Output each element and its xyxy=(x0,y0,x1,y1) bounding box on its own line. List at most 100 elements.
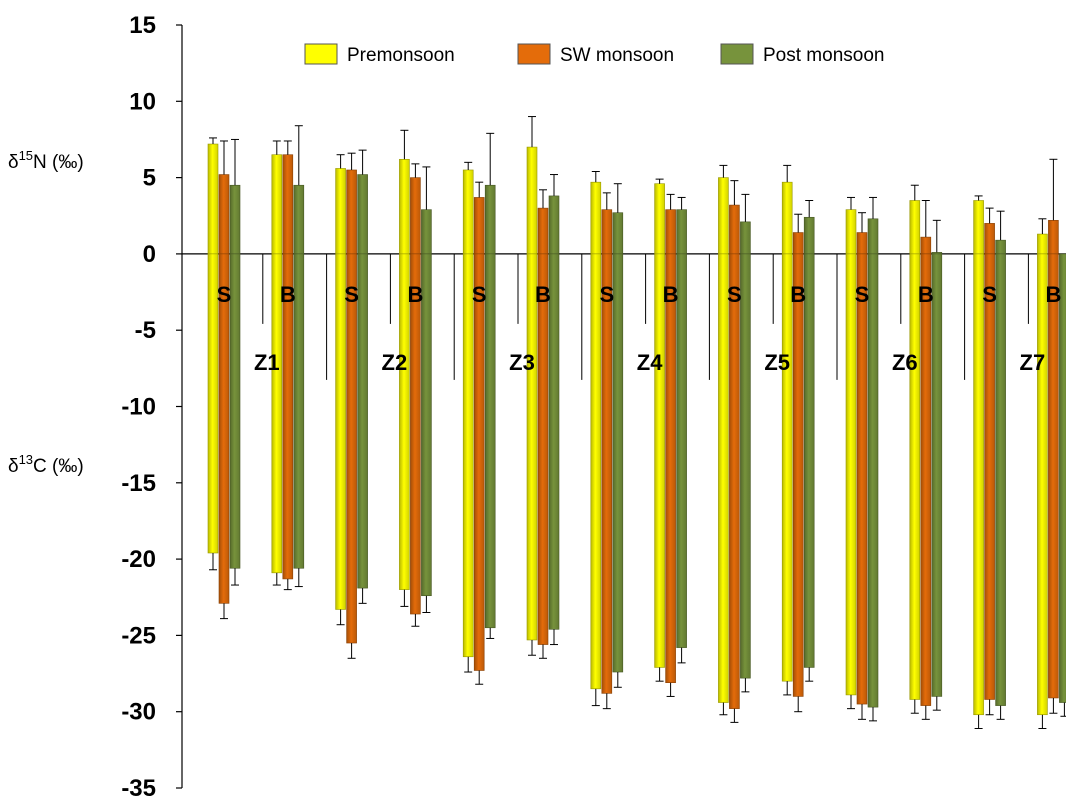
n15-bar xyxy=(282,154,294,255)
n15-bar xyxy=(845,209,857,255)
c13-bar xyxy=(867,253,879,708)
site-label: B xyxy=(918,282,934,307)
zone-label: Z5 xyxy=(764,350,790,375)
n15-bar xyxy=(995,239,1006,255)
c13-bar xyxy=(410,253,421,615)
c13-bar xyxy=(654,253,665,668)
y-tick-label: -25 xyxy=(121,622,156,649)
axis-title-superscript: 15 xyxy=(19,148,33,163)
n15-bar xyxy=(271,154,283,255)
n15-bar xyxy=(792,232,804,255)
n15-bar xyxy=(973,200,984,255)
n15-bar xyxy=(346,169,357,255)
n15-bar xyxy=(399,158,410,255)
n15-bar xyxy=(335,168,346,255)
n15-bar xyxy=(293,184,305,255)
n15-bar xyxy=(473,197,485,255)
c13-bar xyxy=(718,253,729,703)
n15-bar xyxy=(357,174,368,255)
n15-bar xyxy=(462,169,474,255)
c13-bar xyxy=(984,253,995,700)
site-label: S xyxy=(727,282,742,307)
site-label: S xyxy=(344,282,359,307)
c13-bar xyxy=(590,253,602,690)
n15-bar xyxy=(590,181,602,255)
c13-bar xyxy=(931,253,943,697)
c13-bar xyxy=(973,253,984,716)
n15-bar xyxy=(229,184,241,255)
n15-bar xyxy=(676,209,687,255)
y-tick-label: -5 xyxy=(135,317,156,344)
n15-bar xyxy=(867,218,879,255)
c13-bar xyxy=(1048,253,1059,699)
c13-bar xyxy=(740,253,751,679)
c13-bar xyxy=(526,253,538,641)
n15-bar xyxy=(718,177,729,255)
n15-bar xyxy=(484,184,496,255)
n15-bar xyxy=(421,209,432,255)
n15-bar xyxy=(548,195,560,255)
y-axis-title-n15: δ15N (‰) xyxy=(8,148,84,173)
legend-swatch-premonsoon xyxy=(304,43,338,65)
c13-bar xyxy=(473,253,485,671)
y-tick-label: 0 xyxy=(143,241,156,268)
site-label: B xyxy=(535,282,551,307)
c13-bar xyxy=(856,253,868,705)
c13-bar xyxy=(335,253,346,610)
zone-label: Z3 xyxy=(509,350,535,375)
c13-bar xyxy=(845,253,857,696)
c13-bar xyxy=(995,253,1006,706)
y-tick-label: 10 xyxy=(129,88,156,115)
c13-bar xyxy=(781,253,793,682)
site-label: B xyxy=(1045,282,1061,307)
axis-title-rest: C (‰) xyxy=(33,456,84,477)
zone-label: Z1 xyxy=(254,350,280,375)
n15-bar xyxy=(410,177,421,255)
n15-bar xyxy=(1048,220,1059,255)
y-tick-label: -35 xyxy=(121,775,156,802)
site-label: B xyxy=(790,282,806,307)
c13-bar xyxy=(920,253,932,706)
zone-label: Z2 xyxy=(382,350,408,375)
c13-bar xyxy=(229,253,241,569)
y-tick-label: -10 xyxy=(121,394,156,421)
n15-bar xyxy=(537,207,549,255)
legend-label-premonsoon: Premonsoon xyxy=(347,45,455,66)
n15-bar xyxy=(729,204,740,255)
c13-bar xyxy=(537,253,549,645)
c13-bar xyxy=(601,253,613,694)
n15-bar xyxy=(856,232,868,255)
n15-bar xyxy=(909,200,921,255)
site-label: S xyxy=(217,282,232,307)
y-tick-label: -30 xyxy=(121,699,156,726)
site-label: S xyxy=(855,282,870,307)
c13-bar xyxy=(1059,253,1066,703)
c13-bar xyxy=(729,253,740,709)
site-label: S xyxy=(472,282,487,307)
n15-bar xyxy=(984,223,995,255)
legend-swatch-post-monsoon xyxy=(720,43,754,65)
zone-label: Z4 xyxy=(637,350,663,375)
c13-bar xyxy=(357,253,368,589)
axis-title-base: δ xyxy=(8,152,19,173)
zone-label: Z6 xyxy=(892,350,918,375)
site-label: S xyxy=(982,282,997,307)
site-label: S xyxy=(599,282,614,307)
y-tick-label: -15 xyxy=(121,470,156,497)
axis-title-base: δ xyxy=(8,456,19,477)
site-label: B xyxy=(407,282,423,307)
legend-label-sw-monsoon: SW monsoon xyxy=(560,45,674,66)
c13-bar xyxy=(612,253,624,673)
site-label: B xyxy=(280,282,296,307)
n15-bar xyxy=(654,183,665,255)
n15-bar xyxy=(803,216,815,255)
c13-bar xyxy=(909,253,921,700)
n15-bar xyxy=(601,209,613,255)
legend-swatch-sw-monsoon xyxy=(517,43,551,65)
n15-bar xyxy=(665,209,676,255)
c13-bar xyxy=(548,253,560,630)
n15-bar xyxy=(781,181,793,255)
c13-bar xyxy=(792,253,804,697)
n15-bar xyxy=(740,221,751,255)
